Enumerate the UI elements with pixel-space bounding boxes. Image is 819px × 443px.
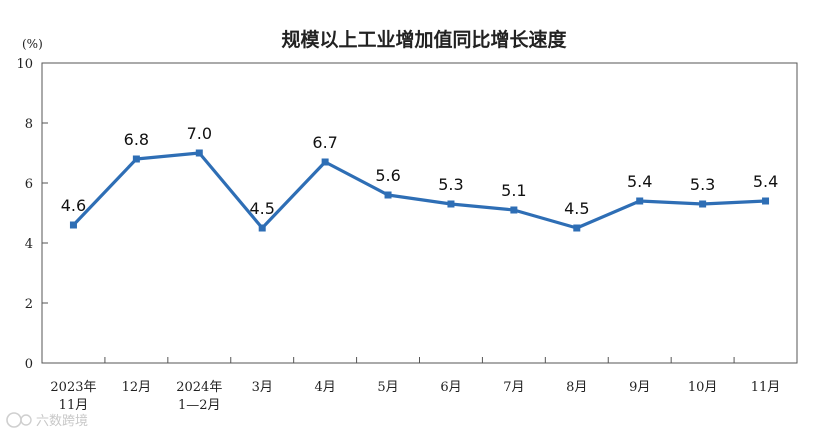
data-label: 5.3 bbox=[438, 175, 463, 194]
x-tick-label: 4月 bbox=[314, 380, 335, 395]
series-layer bbox=[69, 149, 770, 232]
data-label: 6.7 bbox=[312, 133, 337, 152]
data-point-marker bbox=[132, 155, 140, 163]
x-tick-label: 2024年 bbox=[176, 380, 222, 395]
axes bbox=[41, 62, 798, 364]
chart-title: 规模以上工业增加值同比增长速度 bbox=[281, 28, 567, 51]
data-label: 4.6 bbox=[61, 196, 86, 215]
data-point-marker bbox=[195, 149, 203, 157]
data-label: 4.5 bbox=[249, 199, 274, 218]
y-tick-label: 2 bbox=[25, 297, 33, 312]
watermark-logo-ring-icon bbox=[20, 414, 32, 426]
x-tick-label: 5月 bbox=[377, 380, 398, 395]
data-point-marker bbox=[447, 200, 455, 208]
data-point-marker bbox=[573, 224, 581, 232]
data-label: 7.0 bbox=[187, 124, 212, 143]
data-point-marker bbox=[384, 191, 392, 199]
x-axis-ticks: 2023年 11月 12月 2024年 1—2月 3月 4月 5月 6月 7月 8月 9月 10月 11月 bbox=[50, 357, 780, 413]
y-axis-ticks: 0 2 4 6 8 10 bbox=[16, 57, 48, 372]
x-tick-label: 7月 bbox=[503, 380, 524, 395]
data-point-marker bbox=[510, 206, 518, 214]
y-tick-label: 10 bbox=[16, 57, 33, 72]
data-label: 6.8 bbox=[124, 130, 149, 149]
x-tick-label: 6月 bbox=[440, 380, 461, 395]
y-tick-label: 8 bbox=[25, 117, 33, 132]
x-tick-label: 12月 bbox=[122, 380, 152, 395]
data-point-marker bbox=[699, 200, 707, 208]
data-label: 5.6 bbox=[375, 166, 400, 185]
y-tick-label: 6 bbox=[25, 177, 33, 192]
plot-frame bbox=[41, 62, 798, 364]
x-tick-label: 2023年 bbox=[50, 380, 96, 395]
x-tick-label: 3月 bbox=[252, 380, 273, 395]
x-tick-label: 1—2月 bbox=[178, 398, 221, 413]
x-tick-label: 9月 bbox=[629, 380, 650, 395]
data-point-marker bbox=[762, 197, 770, 205]
data-label: 5.3 bbox=[690, 175, 715, 194]
y-tick-label: 0 bbox=[25, 357, 33, 372]
series-line bbox=[71, 151, 768, 230]
y-tick-label: 4 bbox=[25, 237, 33, 252]
y-axis-unit-label: (%) bbox=[22, 37, 43, 51]
data-point-marker bbox=[321, 158, 329, 166]
data-label: 5.4 bbox=[627, 172, 652, 191]
x-tick-label: 8月 bbox=[566, 380, 587, 395]
data-point-marker bbox=[258, 224, 266, 232]
data-point-marker bbox=[636, 197, 644, 205]
watermark-logo-icon bbox=[6, 412, 22, 428]
watermark-text: 六数跨境 bbox=[36, 414, 88, 429]
data-labels: 4.6 6.8 7.0 4.5 6.7 5.6 5.3 5.1 4.5 5.4 5.3 5.4 bbox=[61, 124, 779, 218]
x-tick-label: 10月 bbox=[688, 380, 718, 395]
data-label: 5.1 bbox=[501, 181, 526, 200]
data-point-marker bbox=[69, 221, 77, 229]
watermark: 六数跨境 bbox=[6, 412, 88, 429]
data-label: 4.5 bbox=[564, 199, 589, 218]
x-tick-label: 11月 bbox=[751, 380, 781, 395]
x-tick-label: 11月 bbox=[59, 398, 89, 413]
data-label: 5.4 bbox=[753, 172, 778, 191]
